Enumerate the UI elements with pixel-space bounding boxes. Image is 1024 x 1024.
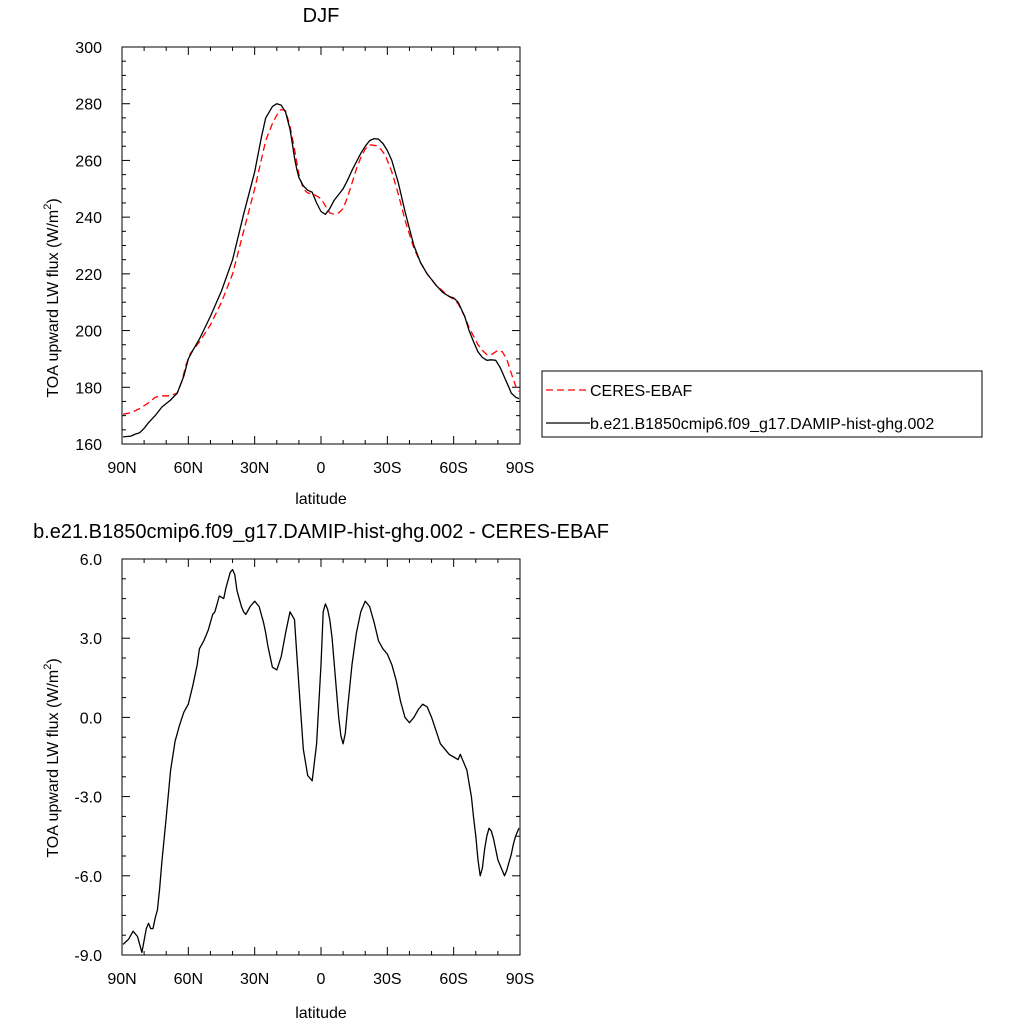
x-tick-label: 30N [240,460,269,477]
top-chart: DJF 90N 60N 30N 0 30S 60S 90S 160 180 200 220 240 26… [42,5,534,508]
x-tick-label: 60S [439,971,467,988]
y-tick-label: 260 [75,153,102,170]
bottom-y-axis-label: TOA upward LW flux (W/m2) [42,658,62,857]
y-tick-label: 180 [75,380,102,397]
legend: CERES-EBAF b.e21.B1850cmip6.f09_g17.DAMI… [541,370,983,438]
y-tick-label: -3.0 [74,790,102,807]
x-tick-label: 90S [506,460,534,477]
bottom-chart-title: b.e21.B1850cmip6.f09_g17.DAMIP-hist-ghg.… [33,521,609,543]
x-tick-label: 0 [317,971,326,988]
difference-line [122,568,520,954]
legend-label-model: b.e21.B1850cmip6.f09_g17.DAMIP-hist-ghg.… [590,416,934,433]
legend-label-ceres: CERES-EBAF [590,383,692,400]
y-tick-label: 220 [75,267,102,284]
x-tick-label: 30N [240,971,269,988]
y-tick-label: 300 [75,40,102,57]
y-tick-label: 3.0 [80,631,102,648]
bottom-x-axis-label: latitude [295,1005,347,1022]
top-plot-area: 90N 60N 30N 0 30S 60S 90S 160 180 200 220 240 260 280… [75,40,534,477]
x-tick-label: 90N [107,971,136,988]
bottom-chart: b.e21.B1850cmip6.f09_g17.DAMIP-hist-ghg.… [33,521,609,1022]
x-tick-label: 30S [373,460,401,477]
y-tick-label: -9.0 [74,948,102,965]
top-y-axis-label: TOA upward LW flux (W/m2) [42,198,62,397]
y-tick-label: 6.0 [80,552,102,569]
series-line-model [123,103,520,438]
x-tick-label: 60S [439,460,467,477]
bottom-plot-area: 90N 60N 30N 0 30S 60S 90S -9.0 -6.0 -3.0 0.0 3.0 6.0 [74,552,534,988]
y-tick-label: 280 [75,97,102,114]
y-tick-label: 0.0 [80,710,102,727]
x-tick-label: 0 [317,460,326,477]
x-tick-label: 90S [506,971,534,988]
y-tick-label: 200 [75,324,102,341]
legend-box [541,370,983,438]
plot-frame [121,46,521,445]
top-chart-title: DJF [303,5,340,27]
x-tick-label: 60N [174,460,203,477]
y-tick-label: 160 [75,437,102,454]
x-tick-label: 90N [107,460,136,477]
plot-frame [121,558,521,956]
y-tick-label: 240 [75,210,102,227]
x-tick-label: 60N [174,971,203,988]
y-tick-label: -6.0 [74,869,102,886]
top-x-axis-label: latitude [295,491,347,508]
series-line-ceres-ebaf [122,108,520,415]
x-tick-label: 30S [373,971,401,988]
